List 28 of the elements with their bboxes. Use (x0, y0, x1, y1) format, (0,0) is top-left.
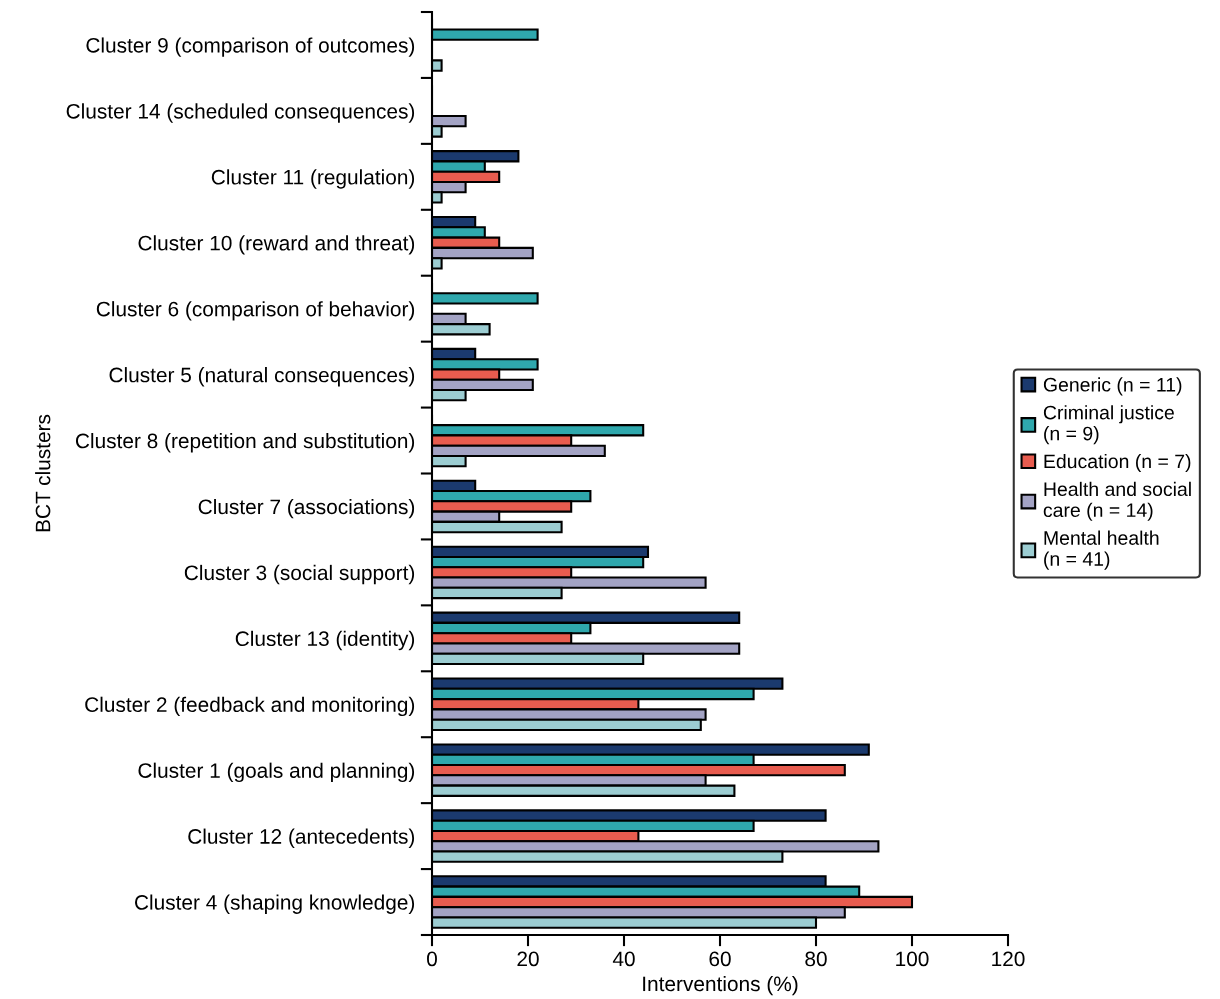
x-tick-label: 40 (612, 951, 635, 967)
y-tick-label: Cluster 1 (goals and planning) (138, 762, 415, 783)
x-axis-title: Interventions (%) (643, 975, 798, 996)
y-tick-label: Cluster 7 (associations) (198, 498, 415, 519)
x-tick-label: 20 (517, 951, 539, 967)
x-tick-label: 0 (427, 951, 437, 967)
y-tick-label: Cluster 6 (comparison of behavior) (96, 301, 415, 321)
x-tick-label: 120 (992, 951, 1025, 967)
y-axis-title: BCT clusters (35, 414, 51, 532)
y-tick-label: Cluster 9 (comparison of outcomes) (86, 37, 415, 57)
x-tick-label: 100 (896, 951, 929, 967)
y-tick-label: Cluster 8 (repetition and substitution) (75, 432, 415, 453)
y-tick-label: Cluster 12 (antecedents) (188, 828, 415, 848)
y-tick-label: Cluster 3 (social support) (184, 564, 415, 585)
y-tick-label: Cluster 2 (feedback and monitoring) (85, 696, 415, 717)
y-tick-label: Cluster 10 (reward and threat) (138, 235, 415, 255)
legend-label: Mental health (n = 41) (1044, 530, 1159, 570)
x-tick-label: 80 (805, 951, 827, 967)
legend-label: Criminal justice (n = 9) (1043, 405, 1174, 445)
y-tick-label: Cluster 14 (scheduled consequences) (66, 103, 415, 123)
legend-label: Generic (n = 11) (1043, 377, 1182, 396)
x-tick-label: 60 (709, 951, 731, 967)
y-tick-label: Cluster 11 (regulation) (211, 169, 415, 189)
legend-label: Education (n = 7) (1044, 453, 1191, 473)
y-tick-label: Cluster 5 (natural consequences) (109, 367, 415, 387)
legend-label: Health and social care (n = 14) (1043, 481, 1191, 521)
y-tick-label: Cluster 13 (identity) (235, 630, 415, 651)
y-tick-label: Cluster 4 (shaping knowledge) (135, 894, 415, 914)
